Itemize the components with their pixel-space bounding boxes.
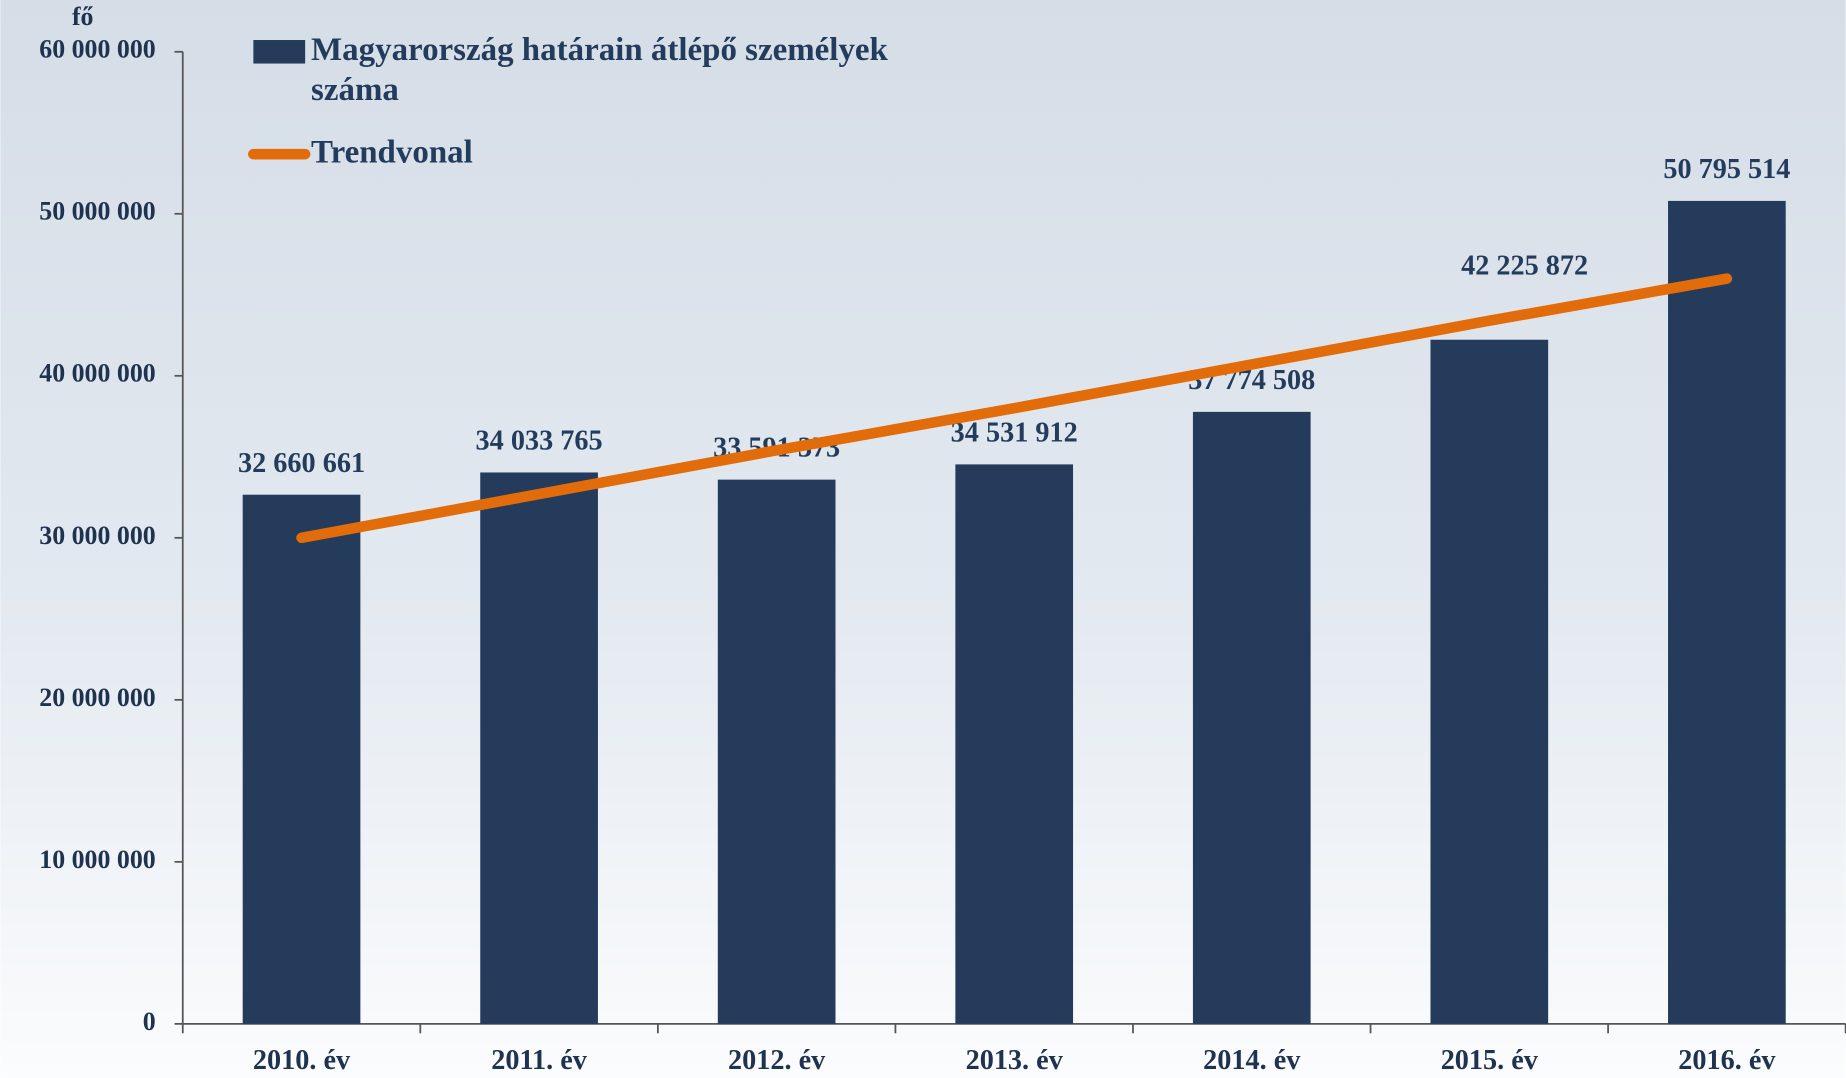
y-tick-label: 50 000 000: [39, 197, 155, 226]
data-label: 34 033 765: [476, 426, 603, 457]
bar: [955, 464, 1074, 1024]
data-label: 34 531 912: [951, 417, 1078, 448]
y-tick-label: 40 000 000: [39, 359, 155, 388]
legend-label: Trendvonal: [311, 134, 473, 171]
data-label: 32 660 661: [238, 448, 365, 479]
bar: [1430, 339, 1549, 1024]
x-tick-label: 2013. év: [966, 1045, 1064, 1076]
y-tick-label: 0: [143, 1007, 156, 1036]
bar: [1192, 411, 1311, 1024]
y-axis-label: fő: [72, 2, 94, 31]
bar: [242, 494, 361, 1024]
y-tick-label: 20 000 000: [39, 683, 155, 712]
y-tick-label: 60 000 000: [39, 35, 155, 64]
legend-label: Magyarország határain átlépő személyek s…: [311, 31, 888, 109]
data-label: 50 795 514: [1663, 154, 1790, 185]
x-tick-label: 2016. év: [1678, 1045, 1776, 1076]
x-tick-label: 2011. év: [491, 1045, 588, 1076]
trend-line: [296, 273, 1733, 544]
y-tick-label: 10 000 000: [39, 845, 155, 874]
x-tick-label: 2014. év: [1203, 1045, 1301, 1076]
y-tick-label: 30 000 000: [39, 521, 155, 550]
x-tick-label: 2012. év: [728, 1045, 826, 1076]
bar: [480, 472, 598, 1024]
legend-entry: Trendvonal: [311, 134, 473, 171]
x-tick-label: 2010. év: [253, 1045, 351, 1076]
x-tick-label: 2015. év: [1441, 1045, 1539, 1076]
bar: [717, 479, 836, 1024]
legend-entry: Magyarország határain átlépő személyek s…: [311, 31, 888, 109]
bar: [1668, 200, 1786, 1024]
data-label: 42 225 872: [1461, 250, 1588, 281]
legend-swatch: [253, 40, 306, 64]
